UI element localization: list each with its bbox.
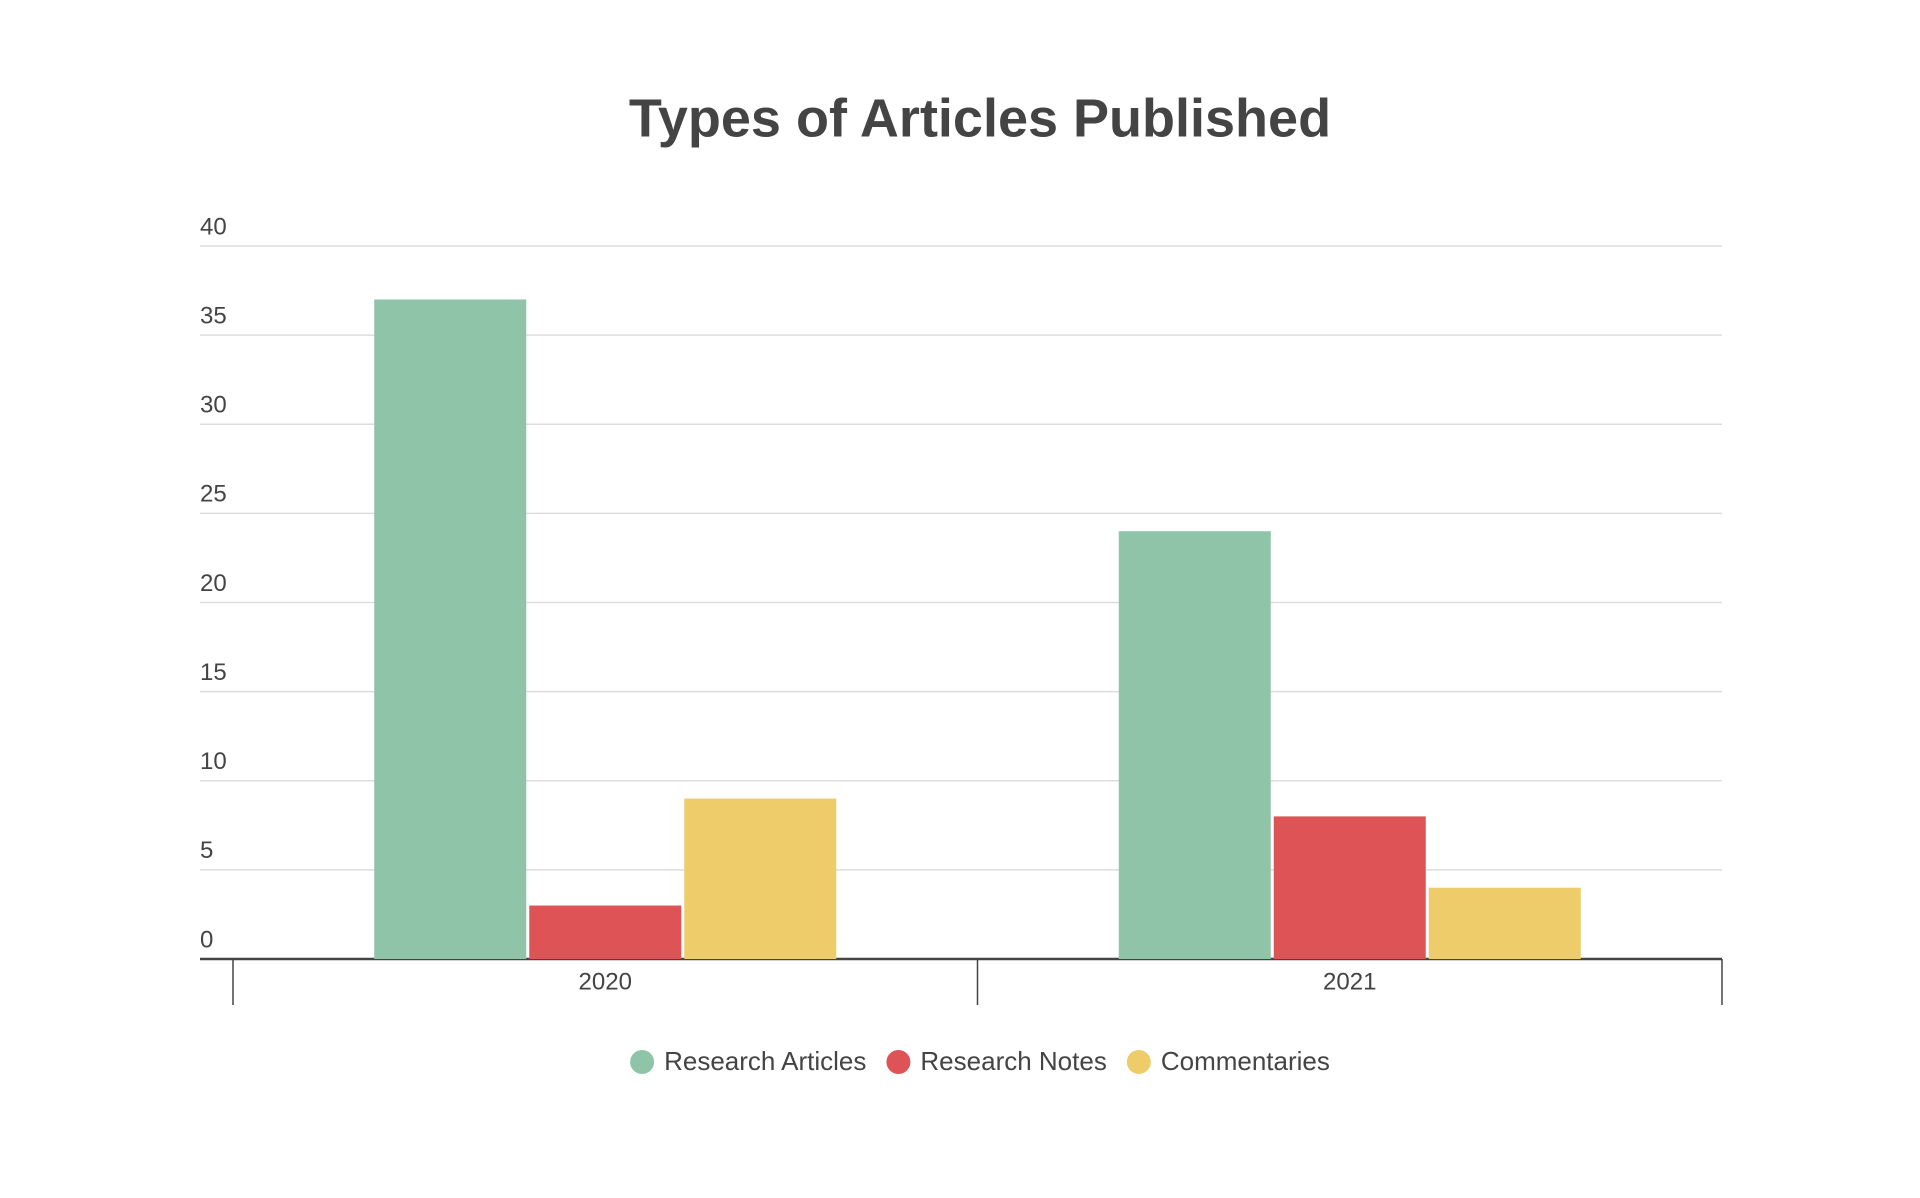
x-tick-label: 2020 — [579, 968, 632, 995]
x-tick-label: 2021 — [1323, 968, 1376, 995]
legend-marker — [630, 1050, 655, 1074]
y-tick-label: 20 — [200, 570, 227, 597]
y-tick-label: 40 — [200, 213, 227, 240]
bar — [684, 798, 837, 959]
bar — [374, 299, 527, 960]
legend-marker — [1126, 1050, 1151, 1074]
legend-label: Research Notes — [920, 1046, 1106, 1076]
y-tick-label: 30 — [200, 392, 227, 419]
legend-label: Research Articles — [664, 1046, 866, 1076]
y-tick-label: 35 — [200, 302, 227, 329]
chart-title: Types of Articles Published — [629, 88, 1331, 148]
bar — [1273, 816, 1426, 959]
bar — [529, 905, 682, 959]
y-tick-label: 25 — [200, 481, 227, 508]
bar — [1118, 531, 1271, 959]
legend-marker — [886, 1050, 911, 1074]
y-tick-label: 15 — [200, 659, 227, 686]
bar — [1428, 887, 1581, 959]
y-tick-label: 10 — [200, 748, 227, 775]
y-tick-label: 0 — [200, 926, 213, 953]
y-tick-label: 5 — [200, 837, 213, 864]
legend-label: Commentaries — [1161, 1046, 1330, 1076]
